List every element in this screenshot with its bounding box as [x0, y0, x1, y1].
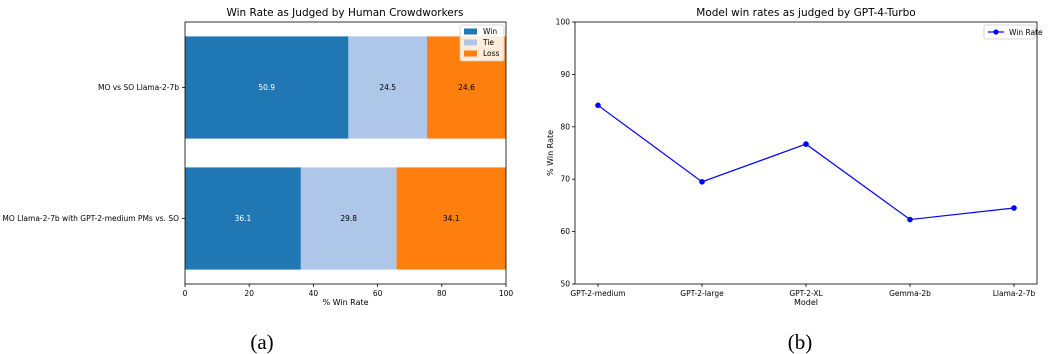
- data-point-gemma-2b: [907, 216, 913, 223]
- legend-label-win: Win: [483, 27, 497, 36]
- chart-b-y-axis-label: % Win Rate: [546, 130, 555, 176]
- y-tick-label-2: MO Llama-2-7b with GPT-2-medium PMs vs. …: [2, 214, 179, 223]
- chart-b-legend-box: [983, 24, 1036, 40]
- data-label-loss-1: 24.6: [458, 83, 475, 92]
- chart-a-legend: Win Tie Loss: [459, 24, 505, 62]
- x-tick-label-llama-2-7b: Llama-2-7b: [993, 289, 1036, 298]
- caption-b: (b): [788, 330, 813, 354]
- y-tick-label-80: 80: [560, 122, 570, 131]
- y-tick-label-50: 50: [560, 280, 570, 289]
- x-tick-label-60: 60: [373, 289, 383, 298]
- x-tick-label-40: 40: [309, 289, 319, 298]
- series-line-win-rate: [597, 104, 1015, 221]
- legend-label-loss: Loss: [483, 49, 500, 58]
- legend-marker-win-rate: [993, 29, 999, 35]
- x-tick-label-gpt-2-medium: GPT-2-medium: [570, 289, 625, 298]
- legend-swatch-tie: [464, 39, 477, 46]
- data-point-gpt-2-medium: [595, 102, 601, 109]
- y-tick-label-100: 100: [556, 18, 571, 27]
- data-label-win-2: 36.1: [235, 214, 252, 223]
- chart-a-y-ticks: MO vs SO Llama-2-7b MO Llama-2-7b with GP…: [2, 83, 185, 223]
- chart-b-y-ticks: 50 60 70 80 90 100: [556, 18, 575, 289]
- legend-swatch-win: [464, 28, 477, 35]
- data-label-win-1: 50.9: [258, 83, 275, 92]
- x-tick-label-20: 20: [244, 289, 254, 298]
- bar-tie-2: [300, 167, 397, 270]
- chart-b-x-axis-label: Model: [794, 298, 818, 307]
- chart-a-x-ticks: 0 20 40 60 80 100: [183, 284, 514, 298]
- x-tick-label-80: 80: [437, 289, 447, 298]
- chart-b-legend: Win Rate: [983, 24, 1043, 40]
- chart-a-x-axis-label: % Win Rate: [322, 298, 368, 307]
- chart-a-title: Win Rate as Judged by Human Crowdworkers: [226, 7, 463, 19]
- data-label-loss-2: 34.1: [443, 214, 460, 223]
- data-point-gpt-2-large: [699, 179, 705, 185]
- chart-b-series: [595, 102, 1017, 223]
- bar-win-1: [185, 36, 349, 139]
- x-tick-label-100: 100: [499, 289, 514, 298]
- chart-b-plot-frame: [574, 21, 1038, 285]
- bar-loss-2: [396, 167, 506, 270]
- chart-a-plot-frame: [184, 21, 507, 285]
- x-tick-label-gpt-2-large: GPT-2-large: [680, 289, 724, 298]
- data-label-tie-1: 24.5: [379, 83, 396, 92]
- legend-label-tie: Tie: [482, 38, 494, 47]
- y-tick-label-90: 90: [560, 70, 570, 79]
- y-tick-label-1: MO vs SO Llama-2-7b: [98, 83, 179, 92]
- data-point-gpt-2-xl: [803, 141, 809, 147]
- legend-label-win-rate: Win Rate: [1009, 28, 1043, 37]
- y-tick-label-60: 60: [560, 227, 570, 236]
- chart-b: Model win rates as judged by GPT-4-Turbo…: [546, 7, 1043, 307]
- x-tick-label-0: 0: [183, 289, 188, 298]
- chart-b-title: Model win rates as judged by GPT-4-Turbo: [696, 7, 915, 19]
- legend-swatch-loss: [464, 50, 477, 57]
- caption-a: (a): [250, 330, 273, 354]
- chart-b-x-ticks: GPT-2-medium GPT-2-large GPT-2-XL Gemma-2b L…: [570, 284, 1035, 298]
- chart-a-bars: [185, 36, 506, 270]
- chart-a-data-labels: 50.9 24.5 24.6 36.1 29.8 34.1: [235, 83, 476, 223]
- bar-tie-1: [348, 36, 428, 139]
- data-label-tie-2: 29.8: [340, 214, 357, 223]
- x-tick-label-gpt-2-xl: GPT-2-XL: [789, 289, 823, 298]
- data-point-llama-2-7b: [1011, 205, 1017, 211]
- chart-a: Win Rate as Judged by Human Crowdworkers…: [2, 7, 513, 307]
- bar-win-2: [185, 167, 301, 270]
- y-tick-label-70: 70: [560, 175, 570, 184]
- x-tick-label-gemma-2b: Gemma-2b: [889, 289, 931, 298]
